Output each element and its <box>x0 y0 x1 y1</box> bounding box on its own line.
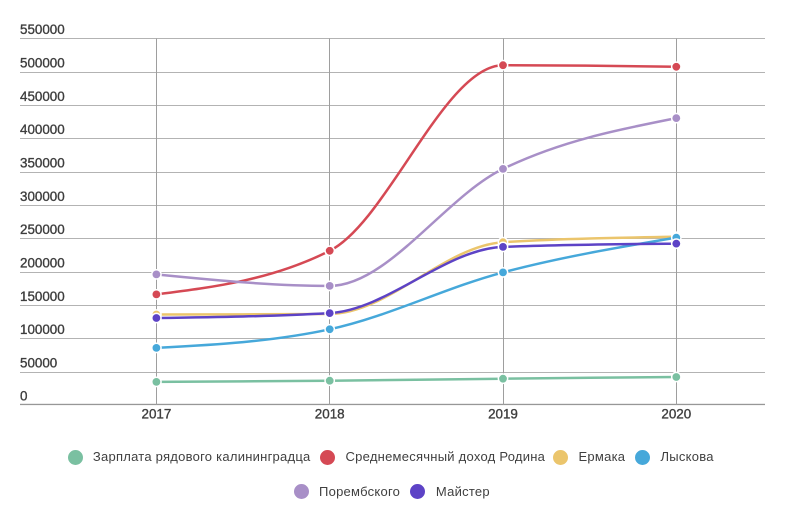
svg-text:2017: 2017 <box>142 407 172 422</box>
svg-text:450000: 450000 <box>20 89 65 104</box>
svg-text:100000: 100000 <box>20 322 65 337</box>
svg-text:50000: 50000 <box>20 355 57 370</box>
svg-text:350000: 350000 <box>20 156 65 171</box>
svg-text:0: 0 <box>20 389 27 404</box>
svg-text:2019: 2019 <box>488 407 518 422</box>
svg-text:2020: 2020 <box>661 407 691 422</box>
svg-text:2018: 2018 <box>315 407 345 422</box>
svg-text:200000: 200000 <box>20 255 65 270</box>
svg-text:250000: 250000 <box>20 222 65 237</box>
svg-text:150000: 150000 <box>20 289 65 304</box>
svg-text:400000: 400000 <box>20 122 65 137</box>
svg-text:550000: 550000 <box>20 22 65 37</box>
svg-text:500000: 500000 <box>20 56 65 71</box>
svg-text:300000: 300000 <box>20 189 65 204</box>
